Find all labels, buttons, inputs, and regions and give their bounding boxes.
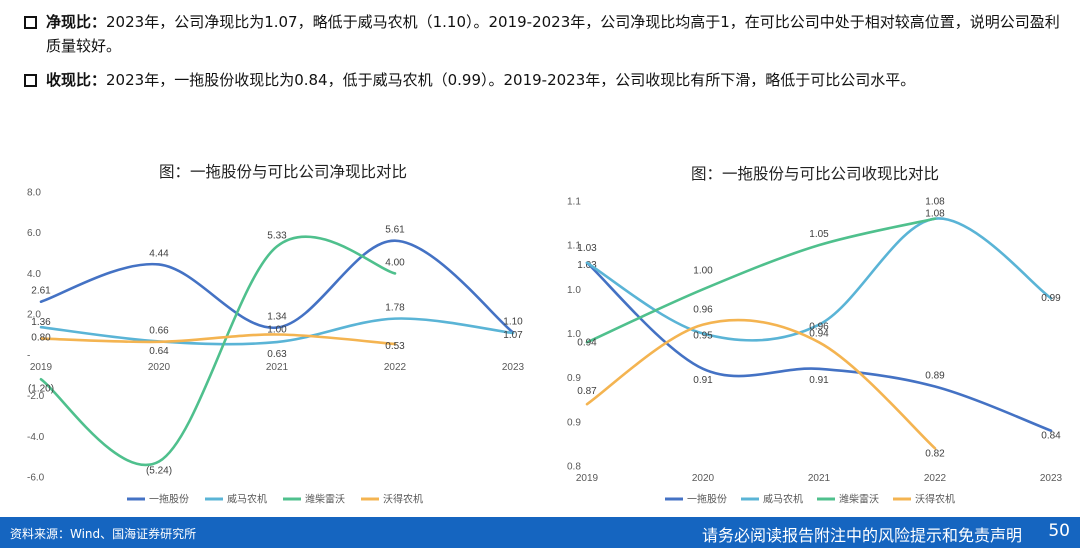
data-label: 1.10 — [503, 316, 523, 327]
y-tick-label: 4.0 — [27, 269, 41, 280]
legend-label: 潍柴雷沃 — [839, 493, 879, 506]
x-tick-label: 2020 — [148, 362, 171, 373]
y-tick-label: 6.0 — [27, 228, 41, 239]
data-label: 1.07 — [503, 330, 523, 341]
x-tick-label: 2022 — [924, 473, 947, 484]
data-label: 0.80 — [31, 333, 51, 344]
x-tick-label: 2022 — [384, 362, 407, 373]
series-line — [585, 261, 1053, 432]
y-tick-label: 8.0 — [27, 188, 41, 199]
series-line — [585, 217, 1053, 342]
legend-label: 威马农机 — [227, 493, 267, 506]
chart-title: 图：一拖股份与可比公司收现比对比 — [691, 165, 939, 183]
bullet-net-cash-ratio: 净现比：2023年，公司净现比为1.07，略低于威马农机（1.10）。2019-… — [22, 10, 1068, 58]
data-label: 1.00 — [267, 325, 287, 336]
checkbox-square-icon — [24, 16, 37, 29]
legend-label: 一拖股份 — [687, 493, 727, 506]
series-line — [39, 239, 515, 334]
data-label: 0.84 — [1041, 431, 1061, 442]
legend-label: 一拖股份 — [149, 493, 189, 506]
data-label: 1.78 — [385, 303, 405, 314]
x-tick-label: 2019 — [576, 473, 599, 484]
data-label: 4.00 — [385, 257, 405, 268]
bullet-text: 2023年，一拖股份收现比为0.84，低于威马农机（0.99）。2019-202… — [106, 71, 916, 89]
legend-label: 威马农机 — [763, 493, 803, 506]
data-label: (1.20) — [28, 383, 54, 394]
data-label: 0.89 — [925, 371, 945, 382]
data-label: 1.03 — [577, 243, 597, 254]
bullet-heading: 净现比： — [46, 13, 107, 31]
data-label: 0.94 — [577, 337, 597, 348]
y-tick-label: 1.0 — [567, 285, 581, 296]
data-label: 0.99 — [1041, 293, 1061, 304]
legend-label: 潍柴雷沃 — [305, 493, 345, 506]
series-line — [39, 333, 397, 346]
chart-net-cash-ratio: 图：一拖股份与可比公司净现比对比 8.0 6.0 4.0 2.0 - -2.0 -4.0 -6.… — [0, 155, 540, 515]
series-line — [585, 318, 937, 450]
series-line — [39, 235, 397, 466]
data-label: 0.87 — [577, 386, 597, 397]
chart-title: 图：一拖股份与可比公司净现比对比 — [159, 163, 407, 181]
y-tick-label: 1.0 — [567, 329, 581, 340]
data-label: 0.64 — [149, 346, 169, 357]
data-label: 1.03 — [577, 260, 597, 271]
checkbox-square-icon — [24, 74, 37, 87]
series-line — [585, 217, 937, 344]
y-tick-label: 0.8 — [567, 462, 581, 473]
series-line — [39, 317, 515, 346]
bullet-list: 净现比：2023年，公司净现比为1.07，略低于威马农机（1.10）。2019-… — [22, 10, 1068, 102]
x-tick-label: 2019 — [30, 362, 53, 373]
y-tick-label: -4.0 — [27, 432, 45, 443]
y-tick-label: -6.0 — [27, 473, 45, 484]
bullet-cash-receipt-ratio: 收现比：2023年，一拖股份收现比为0.84，低于威马农机（0.99）。2019… — [22, 68, 1068, 92]
legend-label: 沃得农机 — [383, 493, 423, 506]
data-label: 1.36 — [31, 317, 51, 328]
y-tick-label: 1.1 — [567, 241, 581, 252]
data-label: 2.61 — [31, 286, 51, 297]
x-tick-label: 2021 — [266, 362, 289, 373]
data-label: 0.53 — [385, 341, 405, 352]
chart-cash-receipt-ratio-svg: 图：一拖股份与可比公司收现比对比 1.1 1.1 1.0 1.0 0.9 0.9 0.8201… — [567, 165, 1063, 506]
y-tick-label: - — [27, 350, 30, 361]
chart-cash-receipt-ratio: 图：一拖股份与可比公司收现比对比 1.1 1.1 1.0 1.0 0.9 0.9 0.8 201… — [540, 155, 1080, 515]
y-tick-label: 1.1 — [567, 197, 581, 208]
data-label: 0.66 — [149, 325, 169, 336]
x-tick-label: 2023 — [1040, 473, 1063, 484]
data-label: 0.94 — [809, 328, 829, 339]
y-tick-label: 0.9 — [567, 373, 581, 384]
data-label: 4.44 — [149, 248, 169, 259]
data-label: 0.91 — [809, 375, 829, 386]
data-label: 1.08 — [925, 197, 945, 208]
data-label: 0.82 — [925, 448, 945, 459]
x-tick-label: 2021 — [808, 473, 831, 484]
y-tick-label: 0.9 — [567, 417, 581, 428]
data-label: 5.61 — [385, 225, 405, 236]
x-tick-label: 2023 — [502, 362, 525, 373]
footer-source: 资料来源：Wind、国海证券研究所 — [10, 527, 197, 541]
data-label: 0.96 — [693, 305, 713, 316]
x-tick-label: 2020 — [692, 473, 715, 484]
y-tick-label: 2.0 — [27, 310, 41, 321]
data-label: 1.34 — [267, 312, 287, 323]
chart-net-cash-ratio-svg: 图：一拖股份与可比公司净现比对比 8.0 6.0 4.0 2.0 - -2.0 -4.0 -6.… — [27, 163, 525, 506]
page-number: 50 — [1048, 521, 1070, 541]
data-label: (5.24) — [146, 466, 172, 477]
legend-label: 沃得农机 — [915, 493, 955, 506]
data-label: 0.96 — [809, 322, 829, 333]
data-label: 5.33 — [267, 230, 287, 241]
data-label: 0.95 — [693, 331, 713, 342]
data-label: 0.91 — [693, 375, 713, 386]
data-label: 1.05 — [809, 229, 829, 240]
data-label: 1.00 — [693, 265, 713, 276]
bullet-heading: 收现比： — [46, 71, 107, 89]
footer-disclaimer: 请务必阅读报告附注中的风险提示和免责声明 — [701, 526, 1022, 545]
bullet-text: 2023年，公司净现比为1.07，略低于威马农机（1.10）。2019-2023… — [46, 13, 1060, 55]
data-label: 0.63 — [267, 349, 287, 360]
data-label: 1.08 — [925, 209, 945, 220]
footer-bar: 资料来源：Wind、国海证券研究所 请务必阅读报告附注中的风险提示和免责声明 5… — [0, 517, 1080, 548]
y-tick-label: -2.0 — [27, 391, 45, 402]
